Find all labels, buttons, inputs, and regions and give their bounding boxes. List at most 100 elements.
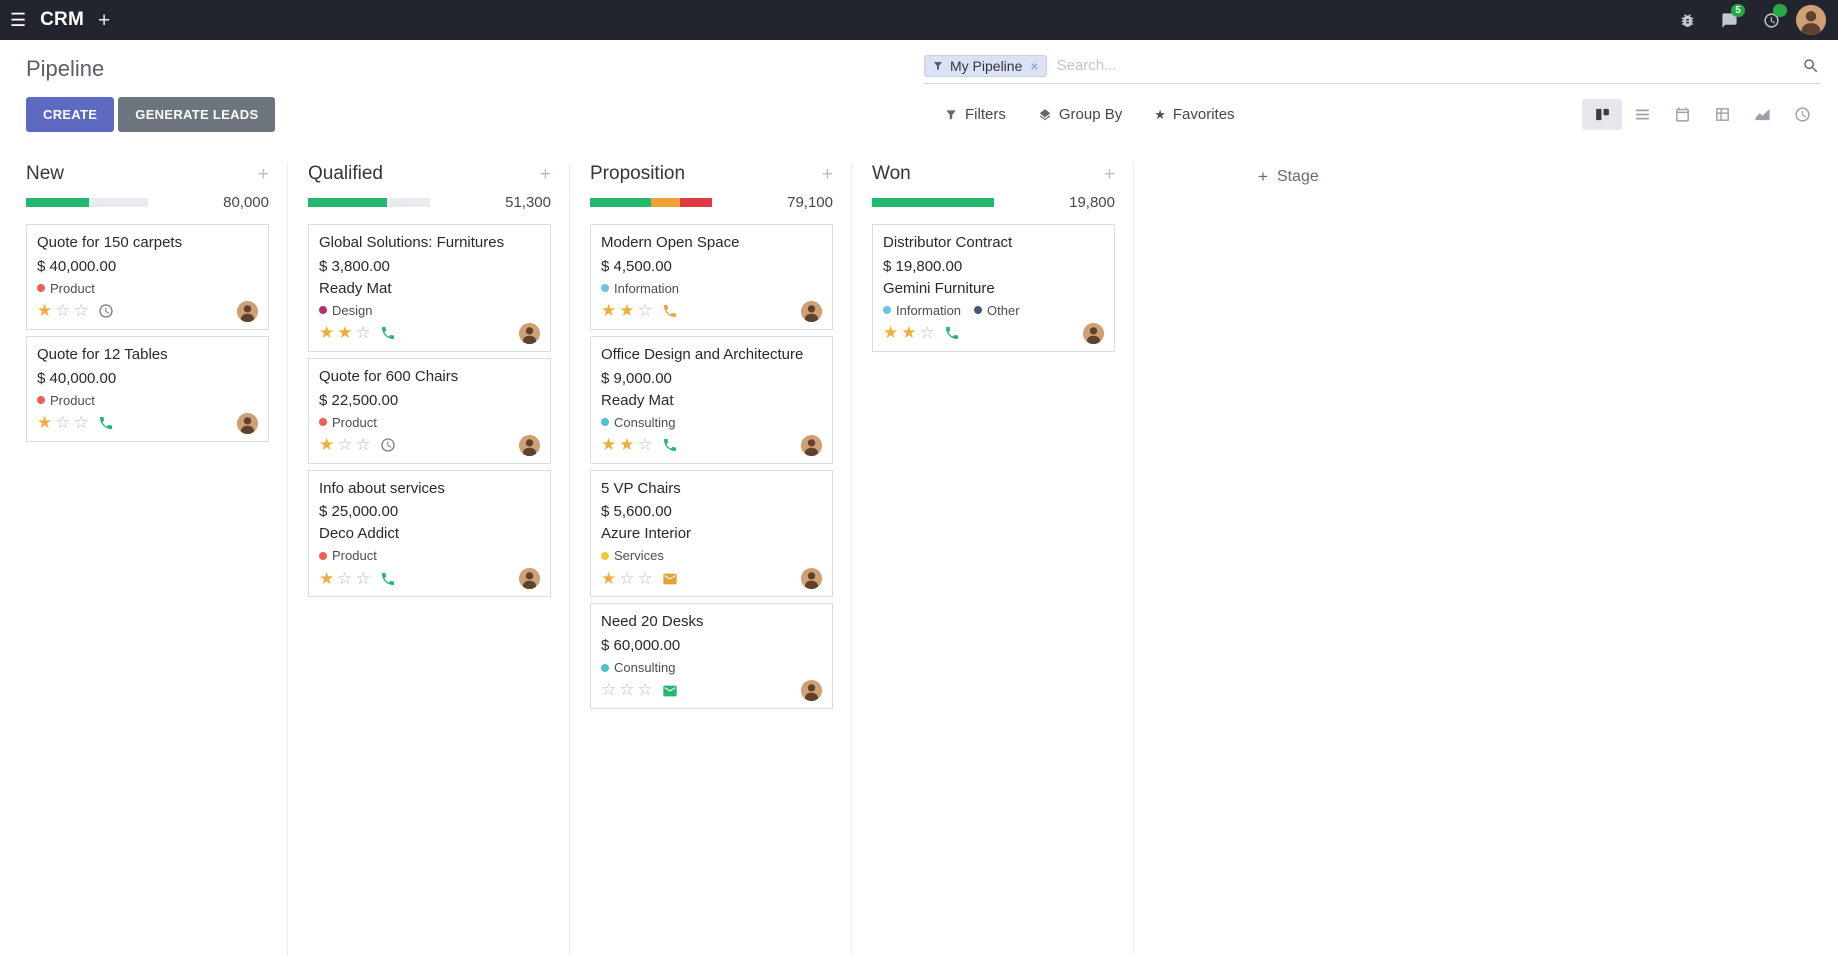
phone-activity-icon[interactable] <box>662 437 678 453</box>
progress-segment-empty[interactable] <box>387 198 430 207</box>
star-filled-icon[interactable]: ★ <box>619 434 635 454</box>
envelope-activity-icon[interactable] <box>662 683 678 699</box>
clock-activity-icon[interactable] <box>98 303 114 319</box>
view-list-button[interactable] <box>1622 99 1662 130</box>
kanban-card[interactable]: Info about services $ 25,000.00 Deco Addic… <box>308 469 551 598</box>
assignee-avatar[interactable] <box>519 568 540 590</box>
view-graph-button[interactable] <box>1742 99 1782 130</box>
messages-icon[interactable]: 5 <box>1712 4 1746 35</box>
kanban-card[interactable]: Office Design and Architecture $ 9,000.00… <box>590 335 833 464</box>
view-pivot-button[interactable] <box>1702 99 1742 130</box>
progress-segment-empty[interactable] <box>89 198 148 207</box>
assignee-avatar[interactable] <box>519 434 540 456</box>
view-calendar-button[interactable] <box>1662 99 1702 130</box>
assignee-avatar[interactable] <box>801 300 822 322</box>
progress-segment-danger[interactable] <box>680 198 712 207</box>
add-stage-button[interactable]: + Stage <box>1258 167 1319 187</box>
kanban-card[interactable]: Quote for 150 carpets $ 40,000.00 Product ★… <box>26 224 269 330</box>
kanban-card[interactable]: Modern Open Space $ 4,500.00 Information ★ ★… <box>590 224 833 330</box>
phone-activity-icon[interactable] <box>944 325 960 341</box>
filters-button[interactable]: Filters <box>944 106 1006 123</box>
add-record-plus-icon[interactable]: + <box>1103 163 1115 185</box>
star-empty-icon[interactable]: ☆ <box>73 301 89 321</box>
assignee-avatar[interactable] <box>237 412 258 434</box>
assignee-avatar[interactable] <box>1083 322 1104 344</box>
priority-stars[interactable]: ★ ★ ☆ <box>883 323 938 343</box>
assignee-avatar[interactable] <box>801 680 822 701</box>
progress-segment-warning[interactable] <box>651 198 681 207</box>
column-progressbar[interactable] <box>872 198 994 207</box>
kanban-card[interactable]: Global Solutions: Furnitures $ 3,800.00 Re… <box>308 224 551 352</box>
star-empty-icon[interactable]: ☆ <box>337 568 353 588</box>
envelope-activity-icon[interactable] <box>662 571 678 587</box>
star-empty-icon[interactable]: ☆ <box>55 301 71 321</box>
star-filled-icon[interactable]: ★ <box>37 412 53 432</box>
apps-menu-icon[interactable]: ☰ <box>10 10 27 30</box>
search-facet-my-pipeline[interactable]: My Pipeline × <box>924 54 1047 77</box>
phone-activity-icon[interactable] <box>380 571 396 587</box>
user-avatar[interactable] <box>1796 5 1826 35</box>
priority-stars[interactable]: ★ ★ ☆ <box>319 323 374 343</box>
star-filled-icon[interactable]: ★ <box>319 323 335 343</box>
progress-segment-success[interactable] <box>26 198 90 207</box>
priority-stars[interactable]: ★ ☆ ☆ <box>37 301 92 321</box>
kanban-card[interactable]: Quote for 12 Tables $ 40,000.00 Product ★ ☆ ☆ <box>26 335 269 442</box>
view-activity-button[interactable] <box>1782 99 1822 130</box>
column-progressbar[interactable] <box>590 198 712 207</box>
star-empty-icon[interactable]: ☆ <box>637 568 653 588</box>
kanban-card[interactable]: Distributor Contract $ 19,800.00 Gemini Fu… <box>872 224 1115 352</box>
view-kanban-button[interactable] <box>1582 99 1622 130</box>
priority-stars[interactable]: ★ ☆ ☆ <box>319 435 374 455</box>
star-empty-icon[interactable]: ☆ <box>619 680 635 700</box>
assignee-avatar[interactable] <box>801 568 822 590</box>
add-record-plus-icon[interactable]: + <box>539 163 551 185</box>
priority-stars[interactable]: ★ ★ ☆ <box>601 301 656 321</box>
star-empty-icon[interactable]: ☆ <box>337 434 353 454</box>
star-empty-icon[interactable]: ☆ <box>637 680 653 700</box>
star-empty-icon[interactable]: ☆ <box>637 301 653 321</box>
search-icon[interactable] <box>1802 57 1820 75</box>
star-empty-icon[interactable]: ☆ <box>73 412 89 432</box>
star-empty-icon[interactable]: ☆ <box>355 434 371 454</box>
progress-segment-success[interactable] <box>308 198 388 207</box>
star-filled-icon[interactable]: ★ <box>319 434 335 454</box>
star-filled-icon[interactable]: ★ <box>901 323 917 343</box>
star-empty-icon[interactable]: ☆ <box>355 323 371 343</box>
priority-stars[interactable]: ★ ☆ ☆ <box>37 413 92 433</box>
search-input[interactable] <box>1046 53 1802 78</box>
star-empty-icon[interactable]: ☆ <box>637 434 653 454</box>
priority-stars[interactable]: ★ ☆ ☆ <box>319 569 374 589</box>
star-filled-icon[interactable]: ★ <box>619 301 635 321</box>
star-filled-icon[interactable]: ★ <box>319 568 335 588</box>
star-empty-icon[interactable]: ☆ <box>619 568 635 588</box>
priority-stars[interactable]: ☆ ☆ ☆ <box>601 680 656 700</box>
group-by-button[interactable]: Group By <box>1038 106 1122 123</box>
search-bar[interactable]: My Pipeline × <box>922 53 1822 84</box>
column-progressbar[interactable] <box>26 198 148 207</box>
app-name[interactable]: CRM <box>40 9 85 30</box>
star-empty-icon[interactable]: ☆ <box>55 412 71 432</box>
star-filled-icon[interactable]: ★ <box>601 301 617 321</box>
assignee-avatar[interactable] <box>519 322 540 344</box>
assignee-avatar[interactable] <box>801 434 822 456</box>
priority-stars[interactable]: ★ ☆ ☆ <box>601 569 656 589</box>
star-empty-icon[interactable]: ☆ <box>355 568 371 588</box>
star-filled-icon[interactable]: ★ <box>883 323 899 343</box>
clock-activity-icon[interactable] <box>380 437 396 453</box>
generate-leads-button[interactable]: GENERATE LEADS <box>118 97 276 132</box>
kanban-card[interactable]: 5 VP Chairs $ 5,600.00 Azure Interior Servi… <box>590 469 833 598</box>
star-filled-icon[interactable]: ★ <box>601 434 617 454</box>
facet-remove-icon[interactable]: × <box>1030 57 1039 74</box>
progress-segment-success[interactable] <box>590 198 651 207</box>
add-record-plus-icon[interactable]: + <box>821 163 833 185</box>
add-record-plus-icon[interactable]: + <box>257 163 269 185</box>
assignee-avatar[interactable] <box>237 300 258 322</box>
phone-activity-icon[interactable] <box>662 303 678 319</box>
plus-icon[interactable]: + <box>98 8 111 32</box>
favorites-button[interactable]: ★ Favorites <box>1154 106 1234 123</box>
phone-activity-icon[interactable] <box>380 325 396 341</box>
phone-activity-icon[interactable] <box>98 415 114 431</box>
priority-stars[interactable]: ★ ★ ☆ <box>601 435 656 455</box>
debug-bug-icon[interactable] <box>1670 5 1704 35</box>
create-button[interactable]: CREATE <box>26 97 115 132</box>
